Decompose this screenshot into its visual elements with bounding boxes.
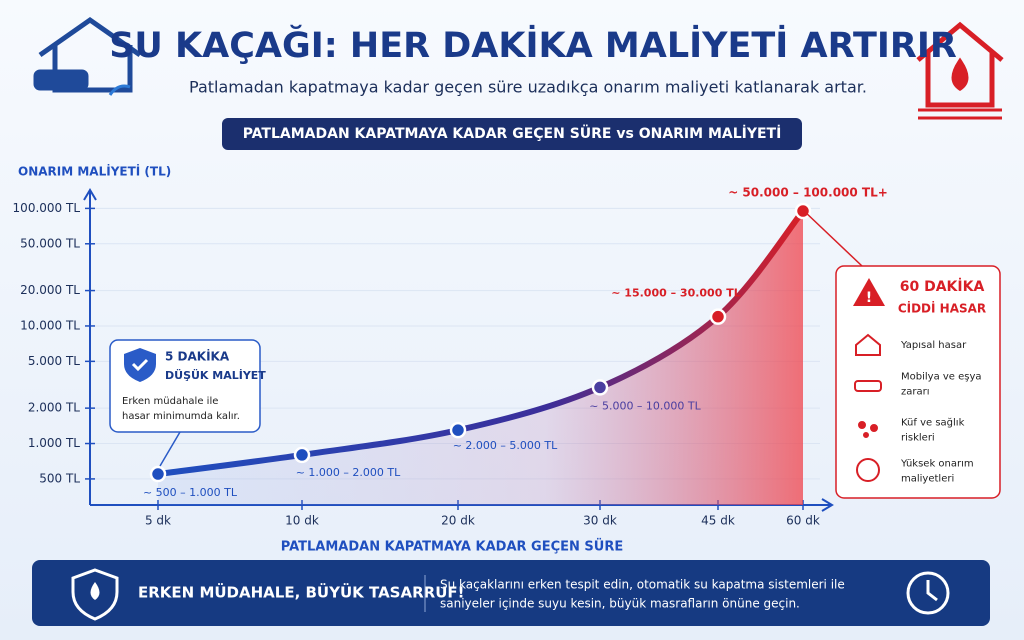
panel-item: maliyetleri <box>901 474 954 485</box>
warning-mark: ! <box>866 290 872 306</box>
x-axis-label: PATLAMADAN KAPATMAYA KADAR GEÇEN SÜRE <box>281 539 623 555</box>
panel-icons <box>854 333 882 482</box>
footer <box>32 560 990 626</box>
range-label: ~ 15.000 – 30.000 TL <box>611 287 740 300</box>
y-tick-label: 10.000 TL <box>20 318 80 332</box>
point <box>149 465 167 483</box>
warning-icon <box>853 278 885 306</box>
point <box>449 421 467 439</box>
panel-item: Yapısal hasar <box>900 340 967 351</box>
page-title: SU KAÇAĞI: HER DAKİKA MALİYETİ ARTIRIR <box>109 24 957 66</box>
panel-title: 60 DAKİKA <box>900 278 985 295</box>
house-leak-icon <box>916 21 1004 120</box>
right-panel <box>835 265 1001 499</box>
panel-item: Mobilya ve eşya <box>901 372 982 383</box>
x-tick-label: 5 dk <box>145 514 171 528</box>
callout-text: hasar minimumda kalır. <box>122 411 240 422</box>
x-tick-label: 60 dk <box>786 514 820 528</box>
page-subtitle: Patlamadan kapatmaya kadar geçen süre uz… <box>189 78 867 97</box>
x-tick-label: 45 dk <box>701 514 735 528</box>
point <box>709 308 727 325</box>
callout-title: DÜŞÜK MALİYET <box>165 368 266 382</box>
y-tick-label: 50.000 TL <box>20 236 80 250</box>
house-tap-icon <box>33 16 142 96</box>
callout-connector <box>159 431 181 467</box>
y-tick-label: 100.000 TL <box>13 201 81 215</box>
x-tick-label: 10 dk <box>285 514 319 528</box>
footer-headline: ERKEN MÜDAHALE, BÜYÜK TASARRUF! <box>138 583 464 602</box>
check-icon <box>131 358 149 372</box>
callout-title: 5 DAKİKA <box>165 349 230 364</box>
x-tick-label: 20 dk <box>441 514 475 528</box>
clock-hands <box>926 580 938 602</box>
x-tick-label: 30 dk <box>583 514 617 528</box>
y-tick-label: 500 TL <box>39 471 80 485</box>
y-tick-label: 20.000 TL <box>20 283 80 297</box>
y-tick-label: 1.000 TL <box>28 436 80 450</box>
panel-item: zararı <box>901 387 930 398</box>
chart-title: PATLAMADAN KAPATMAYA KADAR GEÇEN SÜRE vs… <box>243 124 782 142</box>
point <box>293 446 311 464</box>
y-axis-label: ONARIM MALİYETİ (TL) <box>18 164 171 179</box>
callout-text: Erken müdahale ile <box>122 396 218 407</box>
panel-item: Küf ve sağlık <box>901 417 965 429</box>
line <box>155 208 806 478</box>
y-tick-label: 2.000 TL <box>28 401 80 415</box>
clock-icon <box>906 571 950 615</box>
range-label: ~ 500 – 1.000 TL <box>143 486 238 499</box>
panel-items: Yapısal hasar Mobilya ve eşya zararı Küf ve… <box>900 340 982 485</box>
panel-item: riskleri <box>901 433 935 444</box>
range-label: ~ 50.000 – 100.000 TL+ <box>728 186 888 200</box>
panel-item: Yüksek onarım <box>900 459 974 470</box>
panel-connector <box>802 209 863 267</box>
range-label: ~ 5.000 – 10.000 TL <box>589 399 701 412</box>
y-tick-label: 5.000 TL <box>28 354 80 368</box>
area <box>158 211 803 506</box>
range-label: ~ 1.000 – 2.000 TL <box>296 466 401 479</box>
panel-title: CİDDİ HASAR <box>898 301 986 316</box>
point <box>591 379 609 396</box>
footer-text: Su kaçaklarını erken tespit edin, otomat… <box>440 578 845 592</box>
chart-title-bg <box>222 118 802 150</box>
footer-text: saniyeler içinde suyu kesin, büyük masra… <box>440 597 800 611</box>
footer-shield <box>71 568 119 621</box>
range-label: ~ 2.000 – 5.000 TL <box>453 439 558 452</box>
footer-drop <box>90 582 100 600</box>
